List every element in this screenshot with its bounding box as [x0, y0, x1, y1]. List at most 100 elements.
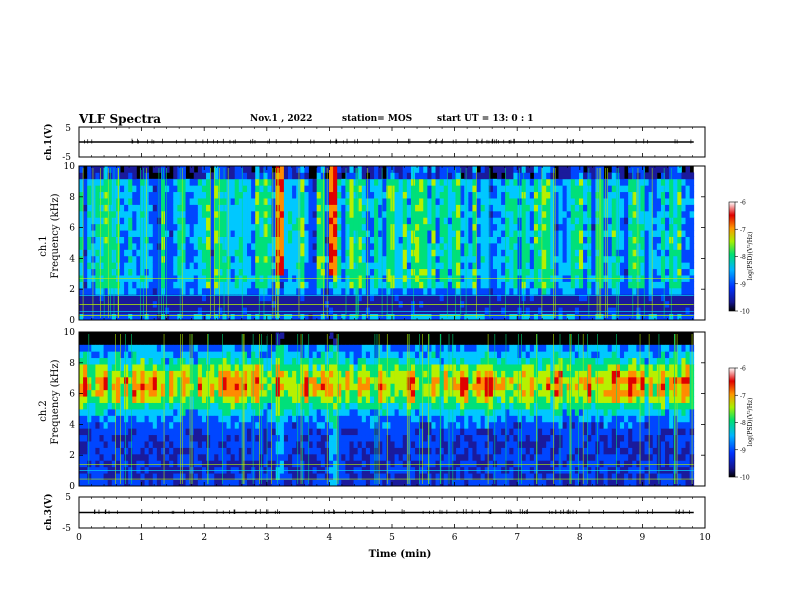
spectrogram-cell: [259, 268, 264, 276]
spectrogram-cell: [218, 421, 223, 429]
spectrogram-cell: [181, 243, 186, 250]
spectrogram-cell: [247, 287, 252, 295]
spectrogram-cell: [230, 262, 236, 270]
spectrogram-cell: [247, 357, 252, 365]
spectrogram-cell: [578, 198, 584, 205]
spectrogram-cell: [210, 479, 215, 486]
spectrogram-cell: [509, 191, 514, 199]
spectrogram-cell: [402, 210, 408, 218]
spectrogram-cell: [119, 441, 125, 448]
spectrogram-cell: [583, 191, 588, 199]
spectrogram-cell: [124, 357, 129, 365]
spectrogram-cell: [464, 204, 469, 212]
spectrogram-cell: [206, 255, 211, 263]
spectrogram-cell: [402, 268, 408, 276]
spectrogram-cell: [624, 307, 629, 314]
spectrogram-cell: [156, 383, 162, 391]
spectrogram-cell: [488, 210, 494, 218]
spectrogram-cell: [574, 249, 580, 257]
spectrogram-cell: [677, 172, 682, 180]
spectrogram-cell: [378, 230, 383, 237]
spectrogram-cell: [468, 178, 473, 186]
spectrogram-cell: [144, 300, 150, 308]
spectrogram-cell: [406, 204, 412, 212]
spectrogram-cell: [193, 434, 199, 442]
spectrogram-cell: [673, 307, 678, 314]
spectrogram-cell: [648, 217, 654, 225]
spectrogram-cell: [509, 204, 514, 212]
spectrogram-cell: [431, 249, 436, 257]
spectrogram-cell: [574, 210, 580, 218]
spectrogram-cell: [328, 268, 334, 276]
spectrogram-cell: [480, 287, 486, 295]
spectrogram-cell: [443, 255, 449, 263]
spectrogram-cell: [91, 344, 96, 352]
spectrogram-cell: [99, 287, 104, 295]
spectrogram-cell: [558, 191, 563, 199]
spectrogram-cell: [509, 198, 514, 205]
spectrogram-cell: [193, 351, 199, 359]
spectrogram-cell: [247, 230, 252, 237]
spectrogram-cell: [119, 236, 125, 244]
spectrogram-cell: [115, 351, 121, 359]
spectrogram-cell: [238, 434, 244, 442]
spectrogram-cell: [337, 300, 342, 308]
spectrogram-cell: [628, 230, 633, 237]
spectrogram-cell: [222, 217, 227, 225]
spectrogram-cell: [247, 223, 252, 231]
spectrogram-cell: [341, 300, 346, 308]
spectrogram-cell: [107, 466, 113, 474]
spectrogram-cell: [152, 236, 158, 244]
spectrogram-cell: [497, 268, 502, 276]
spectrogram-cell: [140, 217, 145, 225]
spectrogram-cell: [451, 287, 457, 295]
spectrogram-cell: [234, 210, 240, 218]
spectrogram-cell: [218, 307, 223, 314]
spectrogram-cell: [398, 307, 404, 314]
spectrogram-cell: [562, 217, 568, 225]
spectrogram-cell: [263, 441, 268, 448]
spectrogram-cell: [398, 230, 404, 237]
spectrogram-cell: [148, 466, 154, 474]
spectrogram-cell: [124, 294, 129, 302]
spectrogram-cell: [648, 166, 654, 173]
spectrogram-cell: [341, 255, 346, 263]
spectrogram-cell: [218, 204, 223, 212]
spectrogram-cell: [595, 281, 600, 289]
spectrogram-cell: [230, 210, 236, 218]
spectrogram-cell: [587, 243, 592, 250]
spectrogram-cell: [218, 473, 223, 480]
spectrogram-cell: [382, 178, 387, 186]
spectrogram-cell: [542, 172, 547, 180]
spectrogram-cell: [234, 294, 240, 302]
spectrogram-cell: [578, 185, 584, 193]
spectrogram-cell: [636, 294, 641, 302]
spectrogram-cell: [95, 172, 100, 180]
spectrogram-cell: [312, 249, 318, 257]
spectrogram-cell: [247, 370, 252, 378]
spectrogram-cell: [333, 236, 338, 244]
spectrogram-cell: [259, 287, 264, 295]
spectrogram-cell: [304, 300, 309, 308]
spectrogram-cell: [275, 178, 281, 186]
spectrogram-cell: [587, 294, 592, 302]
spectrogram-cell: [91, 466, 96, 474]
spectrogram-cell: [238, 344, 244, 352]
spectrogram-cell: [185, 409, 191, 416]
spectrogram-cell: [201, 198, 207, 205]
spectrogram-cell: [574, 204, 580, 212]
spectrogram-cell: [513, 287, 518, 295]
spectrogram-cell: [464, 217, 469, 225]
spectrogram-cell: [144, 307, 150, 314]
spectrogram-cell: [419, 210, 424, 218]
spectrogram-cell: [681, 191, 686, 199]
spectrogram-cell: [152, 351, 158, 359]
spectrogram-cell: [234, 217, 240, 225]
spectrogram-cell: [214, 376, 219, 384]
spectrogram-cell: [443, 223, 449, 231]
spectrogram-cell: [320, 307, 326, 314]
spectrogram-cell: [144, 396, 150, 403]
spectrogram-cell: [296, 204, 301, 212]
spectrogram-cell: [513, 217, 518, 225]
spectrogram-cell: [263, 287, 268, 295]
